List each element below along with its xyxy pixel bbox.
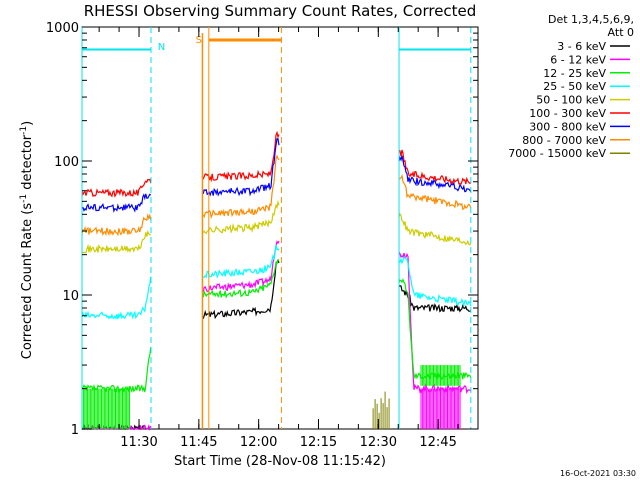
series-line bbox=[81, 138, 472, 213]
legend-label: 12 - 25 keV bbox=[543, 67, 606, 80]
legend-label: 6 - 12 keV bbox=[550, 53, 606, 66]
x-tick-label: 12:45 bbox=[419, 435, 456, 450]
x-axis-label: Start Time (28-Nov-08 11:15:42) bbox=[174, 454, 386, 469]
series-line bbox=[81, 130, 471, 198]
y-tick-label: 1 bbox=[71, 423, 79, 438]
x-tick-label: 11:45 bbox=[180, 435, 217, 450]
x-tick-label: 11:30 bbox=[120, 435, 157, 450]
legend-header: Det 1,3,4,5,6,9, bbox=[548, 13, 634, 26]
annotation-s: S bbox=[196, 35, 202, 46]
axis-layer: 1 10 100 1000 11:30 11:45 12:00 12:15 12:30 12:45 bbox=[46, 21, 478, 450]
legend-label: 3 - 6 keV bbox=[557, 40, 606, 53]
legend-label: 50 - 100 keV bbox=[536, 94, 606, 107]
legend-label: 100 - 300 keV bbox=[529, 107, 606, 120]
y-axis-label-sup2: -1 bbox=[19, 126, 29, 135]
x-tick-label: 12:30 bbox=[360, 435, 397, 450]
x-tick-label: 12:00 bbox=[240, 435, 277, 450]
y-axis-label-end: ) bbox=[20, 121, 35, 126]
series-line bbox=[81, 154, 472, 237]
series-line bbox=[81, 199, 472, 254]
y-tick-label: 100 bbox=[54, 155, 79, 170]
annotation-n: N bbox=[158, 42, 165, 53]
chart-title: RHESSI Observing Summary Count Rates, Co… bbox=[84, 2, 477, 20]
x-tick-label: 12:15 bbox=[300, 435, 337, 450]
legend-label: 25 - 50 keV bbox=[543, 80, 606, 93]
y-axis-label: Corrected Count Rate (s-1 detector-1) bbox=[19, 121, 35, 359]
y-axis-label-sup1: -1 bbox=[19, 194, 29, 203]
legend-label: 300 - 800 keV bbox=[529, 120, 606, 133]
legend-label: 7000 - 15000 keV bbox=[508, 147, 606, 160]
annotation-layer: NS bbox=[81, 27, 472, 429]
series-line bbox=[81, 244, 472, 321]
legend-header: Att 0 bbox=[608, 26, 634, 39]
legend-label: 800 - 7000 keV bbox=[522, 134, 606, 147]
y-axis-label-main: Corrected Count Rate (s bbox=[20, 203, 35, 360]
y-axis-label-mid: detector bbox=[20, 134, 35, 194]
y-tick-label: 10 bbox=[62, 289, 79, 304]
y-tick-label: 1000 bbox=[46, 21, 79, 36]
footer-date: 16-Oct-2021 03:30 bbox=[560, 469, 636, 478]
